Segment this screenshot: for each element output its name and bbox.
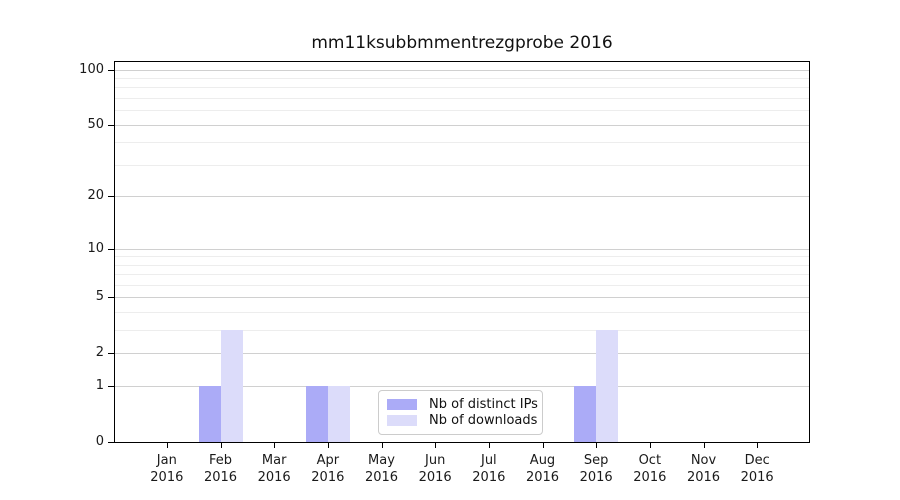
y-tick-mark <box>108 386 114 388</box>
x-tick-label: Nov 2016 <box>664 452 744 486</box>
x-tick-mark <box>327 443 329 448</box>
x-tick-year: 2016 <box>203 470 238 485</box>
x-tick-mark <box>274 443 276 448</box>
minor-gridline <box>115 142 809 144</box>
legend-swatch-downloads <box>387 415 417 426</box>
y-tick-label: 20 <box>87 188 104 204</box>
minor-gridline <box>115 78 809 80</box>
y-tick-label: 5 <box>95 289 104 305</box>
bar-distinct-ips <box>305 386 328 442</box>
legend: Nb of distinct IPs Nb of downloads <box>378 390 543 435</box>
minor-gridline <box>115 164 809 166</box>
plot-area: Nb of distinct IPs Nb of downloads <box>114 61 810 443</box>
bar-downloads <box>596 330 619 442</box>
x-tick-label: Jul 2016 <box>449 452 529 486</box>
x-tick-label: Sep 2016 <box>556 452 636 486</box>
x-tick-year: 2016 <box>579 470 613 485</box>
y-tick-label: 10 <box>87 240 104 256</box>
x-tick-label: Jan 2016 <box>127 452 207 486</box>
y-tick-label: 1 <box>95 378 104 394</box>
y-tick-mark <box>108 124 114 126</box>
x-tick-year: 2016 <box>740 470 774 485</box>
x-tick-year: 2016 <box>364 470 399 485</box>
bar-downloads <box>220 330 243 442</box>
x-tick-mark <box>757 443 759 448</box>
bar-distinct-ips <box>574 386 597 442</box>
x-tick-mark <box>381 443 383 448</box>
x-tick-label: Oct 2016 <box>610 452 690 486</box>
minor-gridline <box>115 312 809 314</box>
x-tick-year: 2016 <box>633 470 667 485</box>
legend-label-downloads: Nb of downloads <box>429 413 538 428</box>
x-tick-month: Dec <box>744 453 770 468</box>
y-tick-label: 100 <box>79 61 104 77</box>
x-tick-month: Sep <box>583 453 609 468</box>
x-tick-label: Mar 2016 <box>234 452 314 486</box>
x-tick-label: Apr 2016 <box>288 452 368 486</box>
major-gridline <box>115 386 809 388</box>
x-tick-year: 2016 <box>150 470 184 485</box>
x-tick-mark <box>649 443 651 448</box>
major-gridline <box>115 248 809 250</box>
y-tick-mark <box>108 353 114 355</box>
major-gridline <box>115 297 809 299</box>
x-tick-mark <box>488 443 490 448</box>
bar-downloads <box>327 386 350 442</box>
x-tick-label: Dec 2016 <box>717 452 797 486</box>
chart-title: mm11ksubbmmentrezgprobe 2016 <box>311 33 613 53</box>
legend-item-distinct-ips: Nb of distinct IPs <box>387 397 538 412</box>
y-tick-mark <box>108 69 114 71</box>
minor-gridline <box>115 87 809 89</box>
x-tick-month: Jan <box>156 453 177 468</box>
x-tick-year: 2016 <box>257 470 291 485</box>
minor-gridline <box>115 98 809 100</box>
bar-distinct-ips <box>198 386 221 442</box>
legend-swatch-distinct-ips <box>387 399 417 410</box>
x-tick-month: Mar <box>261 453 287 468</box>
x-tick-label: Jun 2016 <box>395 452 475 486</box>
x-tick-month: Oct <box>638 453 662 468</box>
minor-gridline <box>115 284 809 286</box>
x-tick-mark <box>435 443 437 448</box>
x-tick-mark <box>703 443 705 448</box>
x-tick-mark <box>542 443 544 448</box>
y-tick-label: 0 <box>95 434 104 449</box>
x-tick-month: Jun <box>425 453 446 468</box>
x-tick-month: Jul <box>480 453 497 468</box>
legend-item-downloads: Nb of downloads <box>387 413 538 428</box>
x-tick-year: 2016 <box>472 470 506 485</box>
legend-label-distinct-ips: Nb of distinct IPs <box>429 397 538 412</box>
y-tick-label: 50 <box>87 116 104 132</box>
x-tick-month: Nov <box>690 453 717 468</box>
minor-gridline <box>115 274 809 276</box>
minor-gridline <box>115 256 809 258</box>
x-tick-mark <box>166 443 168 448</box>
major-gridline <box>115 196 809 198</box>
y-tick-mark <box>108 196 114 198</box>
x-tick-month: Feb <box>208 453 233 468</box>
minor-gridline <box>115 330 809 332</box>
x-tick-year: 2016 <box>525 470 560 485</box>
x-tick-month: May <box>368 453 395 468</box>
y-tick-label: 2 <box>95 345 104 361</box>
x-tick-label: Feb 2016 <box>181 452 261 486</box>
x-tick-month: Apr <box>316 453 340 468</box>
minor-gridline <box>115 264 809 266</box>
major-gridline <box>115 353 809 355</box>
y-tick-mark <box>108 297 114 299</box>
x-tick-year: 2016 <box>311 470 345 485</box>
major-gridline <box>115 69 809 71</box>
x-tick-label: Aug 2016 <box>503 452 583 486</box>
y-tick-mark <box>108 442 114 443</box>
x-tick-mark <box>220 443 222 448</box>
x-tick-year: 2016 <box>686 470 721 485</box>
x-tick-month: Aug <box>529 453 556 468</box>
minor-gridline <box>115 110 809 112</box>
x-tick-year: 2016 <box>418 470 452 485</box>
major-gridline <box>115 124 809 126</box>
x-tick-mark <box>596 443 598 448</box>
x-tick-label: May 2016 <box>342 452 422 486</box>
y-tick-mark <box>108 248 114 250</box>
